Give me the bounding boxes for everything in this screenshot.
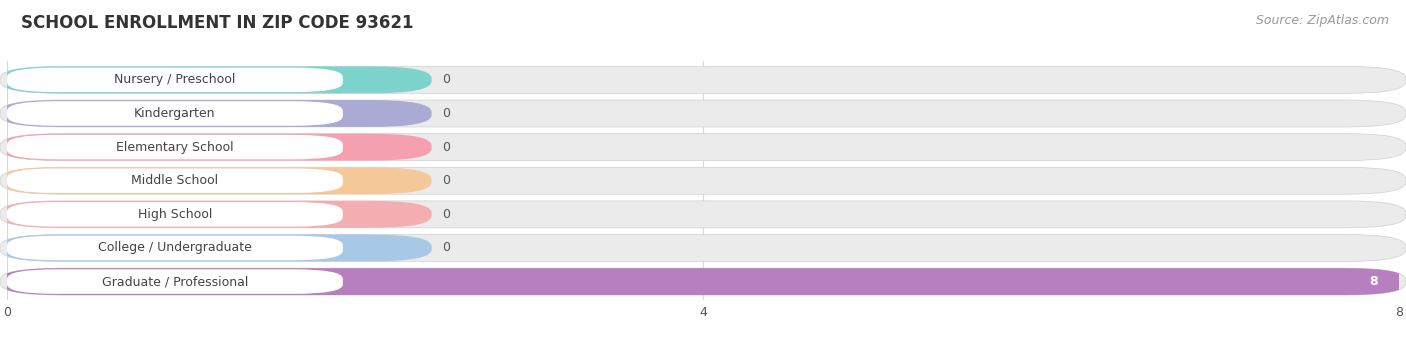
FancyBboxPatch shape xyxy=(7,168,343,193)
Text: 0: 0 xyxy=(441,107,450,120)
Text: 0: 0 xyxy=(441,208,450,221)
FancyBboxPatch shape xyxy=(0,100,432,127)
Text: 0: 0 xyxy=(441,174,450,187)
FancyBboxPatch shape xyxy=(0,66,432,93)
FancyBboxPatch shape xyxy=(0,201,432,228)
FancyBboxPatch shape xyxy=(0,134,1406,161)
FancyBboxPatch shape xyxy=(0,134,432,161)
FancyBboxPatch shape xyxy=(7,68,343,92)
Text: Kindergarten: Kindergarten xyxy=(134,107,215,120)
Text: Source: ZipAtlas.com: Source: ZipAtlas.com xyxy=(1256,14,1389,27)
Text: High School: High School xyxy=(138,208,212,221)
FancyBboxPatch shape xyxy=(0,235,1406,262)
FancyBboxPatch shape xyxy=(7,269,343,294)
FancyBboxPatch shape xyxy=(0,167,432,194)
FancyBboxPatch shape xyxy=(0,66,1406,93)
FancyBboxPatch shape xyxy=(7,101,343,126)
Text: College / Undergraduate: College / Undergraduate xyxy=(98,241,252,254)
Text: Nursery / Preschool: Nursery / Preschool xyxy=(114,73,236,86)
Text: Middle School: Middle School xyxy=(131,174,218,187)
Text: 0: 0 xyxy=(441,241,450,254)
Text: 8: 8 xyxy=(1369,275,1378,288)
FancyBboxPatch shape xyxy=(7,236,343,260)
FancyBboxPatch shape xyxy=(0,268,1406,295)
Text: Graduate / Professional: Graduate / Professional xyxy=(101,275,247,288)
Text: 0: 0 xyxy=(441,73,450,86)
Text: SCHOOL ENROLLMENT IN ZIP CODE 93621: SCHOOL ENROLLMENT IN ZIP CODE 93621 xyxy=(21,14,413,32)
FancyBboxPatch shape xyxy=(0,167,1406,194)
FancyBboxPatch shape xyxy=(0,100,1406,127)
Text: 0: 0 xyxy=(441,140,450,153)
FancyBboxPatch shape xyxy=(7,135,343,159)
FancyBboxPatch shape xyxy=(0,268,1406,295)
FancyBboxPatch shape xyxy=(0,235,432,262)
Text: Elementary School: Elementary School xyxy=(117,140,233,153)
FancyBboxPatch shape xyxy=(0,201,1406,228)
FancyBboxPatch shape xyxy=(7,202,343,227)
